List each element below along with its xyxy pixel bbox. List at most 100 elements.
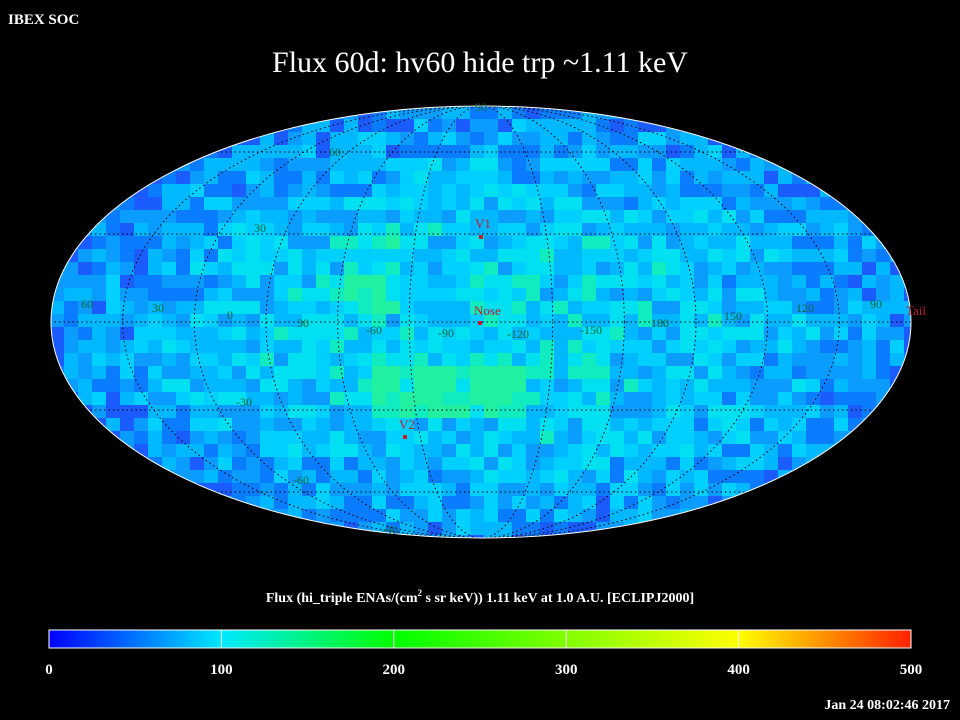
flux-pixel bbox=[316, 444, 330, 457]
flux-pixel bbox=[386, 366, 400, 379]
flux-pixel bbox=[358, 483, 372, 496]
flux-pixel bbox=[708, 444, 722, 457]
flux-pixel bbox=[344, 132, 358, 145]
flux-pixel bbox=[778, 132, 792, 145]
flux-pixel bbox=[120, 132, 134, 145]
flux-pixel bbox=[610, 158, 624, 171]
flux-pixel bbox=[736, 106, 750, 119]
flux-pixel bbox=[848, 106, 862, 119]
flux-pixel bbox=[400, 106, 414, 119]
flux-pixel bbox=[134, 184, 148, 197]
flux-pixel bbox=[316, 223, 330, 236]
flux-pixel bbox=[358, 379, 372, 392]
flux-pixel bbox=[344, 418, 358, 431]
flux-pixel bbox=[204, 106, 218, 119]
flux-pixel bbox=[792, 314, 806, 327]
flux-pixel bbox=[162, 496, 176, 509]
flux-pixel bbox=[232, 483, 246, 496]
flux-pixel bbox=[582, 249, 596, 262]
flux-pixel bbox=[162, 145, 176, 158]
flux-pixel bbox=[176, 262, 190, 275]
flux-pixel bbox=[582, 444, 596, 457]
flux-pixel bbox=[736, 301, 750, 314]
flux-pixel bbox=[386, 275, 400, 288]
flux-pixel bbox=[218, 496, 232, 509]
flux-pixel bbox=[218, 392, 232, 405]
flux-pixel bbox=[652, 418, 666, 431]
flux-pixel bbox=[344, 457, 358, 470]
flux-pixel bbox=[372, 119, 386, 132]
flux-pixel bbox=[764, 236, 778, 249]
flux-pixel bbox=[610, 392, 624, 405]
flux-pixel bbox=[596, 470, 610, 483]
grid-label: -120 bbox=[507, 327, 529, 341]
flux-pixel bbox=[330, 418, 344, 431]
flux-pixel bbox=[456, 158, 470, 171]
flux-pixel bbox=[176, 145, 190, 158]
flux-pixel bbox=[246, 392, 260, 405]
flux-pixel bbox=[862, 470, 876, 483]
flux-pixel bbox=[526, 249, 540, 262]
flux-pixel bbox=[386, 457, 400, 470]
flux-pixel bbox=[498, 275, 512, 288]
flux-pixel bbox=[610, 223, 624, 236]
flux-pixel bbox=[484, 184, 498, 197]
flux-pixel bbox=[120, 301, 134, 314]
flux-pixel bbox=[638, 392, 652, 405]
flux-pixel bbox=[834, 145, 848, 158]
flux-pixel bbox=[470, 457, 484, 470]
flux-pixel bbox=[92, 249, 106, 262]
flux-pixel bbox=[246, 223, 260, 236]
flux-pixel bbox=[78, 379, 92, 392]
flux-pixel bbox=[512, 392, 526, 405]
grid-label: -150 bbox=[580, 323, 602, 337]
flux-pixel bbox=[428, 119, 442, 132]
flux-pixel bbox=[274, 379, 288, 392]
flux-pixel bbox=[232, 379, 246, 392]
colorbar-caption: Flux (hi_triple ENAs/(cm2 s sr keV)) 1.1… bbox=[266, 588, 694, 606]
flux-pixel bbox=[834, 509, 848, 522]
flux-pixel bbox=[372, 496, 386, 509]
flux-pixel bbox=[890, 119, 904, 132]
flux-pixel bbox=[540, 145, 554, 158]
flux-pixel bbox=[204, 132, 218, 145]
flux-pixel bbox=[358, 457, 372, 470]
flux-pixel bbox=[890, 262, 904, 275]
flux-pixel bbox=[218, 444, 232, 457]
flux-pixel bbox=[246, 236, 260, 249]
flux-pixel bbox=[288, 340, 302, 353]
flux-pixel bbox=[582, 314, 596, 327]
flux-pixel bbox=[358, 132, 372, 145]
flux-pixel bbox=[722, 249, 736, 262]
flux-pixel bbox=[652, 301, 666, 314]
flux-pixel bbox=[456, 262, 470, 275]
flux-pixel bbox=[848, 301, 862, 314]
flux-pixel bbox=[246, 340, 260, 353]
flux-pixel bbox=[302, 470, 316, 483]
flux-pixel bbox=[288, 431, 302, 444]
flux-pixel bbox=[708, 392, 722, 405]
flux-pixel bbox=[274, 236, 288, 249]
flux-pixel bbox=[218, 197, 232, 210]
flux-pixel bbox=[372, 405, 386, 418]
flux-pixel bbox=[414, 535, 428, 538]
flux-pixel bbox=[540, 288, 554, 301]
flux-pixel bbox=[456, 444, 470, 457]
flux-pixel bbox=[64, 457, 78, 470]
flux-pixel bbox=[51, 314, 64, 327]
flux-pixel bbox=[456, 119, 470, 132]
flux-pixel bbox=[51, 483, 64, 496]
flux-pixel bbox=[680, 197, 694, 210]
flux-pixel bbox=[218, 288, 232, 301]
flux-pixel bbox=[890, 340, 904, 353]
flux-pixel bbox=[848, 197, 862, 210]
flux-pixel bbox=[806, 509, 820, 522]
flux-pixel bbox=[876, 158, 890, 171]
flux-pixel bbox=[624, 483, 638, 496]
flux-pixel bbox=[148, 106, 162, 119]
flux-pixel bbox=[834, 457, 848, 470]
flux-pixel bbox=[428, 366, 442, 379]
flux-pixel bbox=[92, 392, 106, 405]
flux-pixel bbox=[764, 197, 778, 210]
flux-pixel bbox=[904, 262, 911, 275]
